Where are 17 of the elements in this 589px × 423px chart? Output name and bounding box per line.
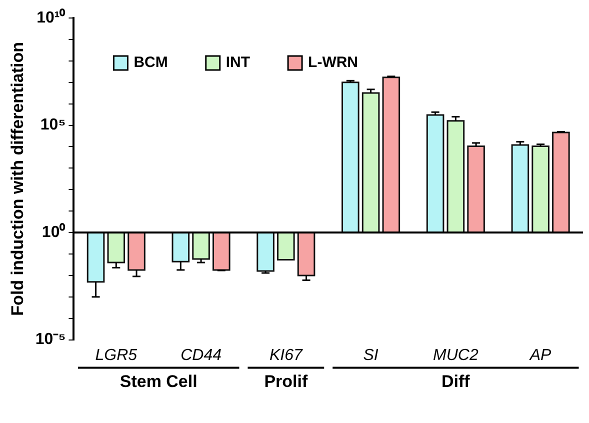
y-tick-label: 10⁰ xyxy=(42,222,66,241)
x-tick-label: SI xyxy=(363,346,379,364)
y-tick-label: 10⁻⁵ xyxy=(35,331,66,348)
x-tick-label: KI67 xyxy=(269,346,304,364)
x-tick-label: CD44 xyxy=(180,346,222,364)
x-tick-label: MUC2 xyxy=(433,346,478,364)
text: Diff xyxy=(442,372,470,391)
legend-label: INT xyxy=(226,54,250,72)
y-tick-label: 10⁵ xyxy=(40,116,66,134)
x-tick-label: LGR5 xyxy=(95,346,138,364)
text: Stem Cell xyxy=(120,372,198,391)
legend-label: BCM xyxy=(134,54,168,72)
y-tick-label: 10¹⁰ xyxy=(36,8,66,26)
text: Prolif xyxy=(264,372,308,391)
y-axis-title: Fold induction with differentiation xyxy=(8,42,27,316)
x-tick-label: AP xyxy=(528,346,552,364)
legend-label: L-WRN xyxy=(308,54,358,72)
